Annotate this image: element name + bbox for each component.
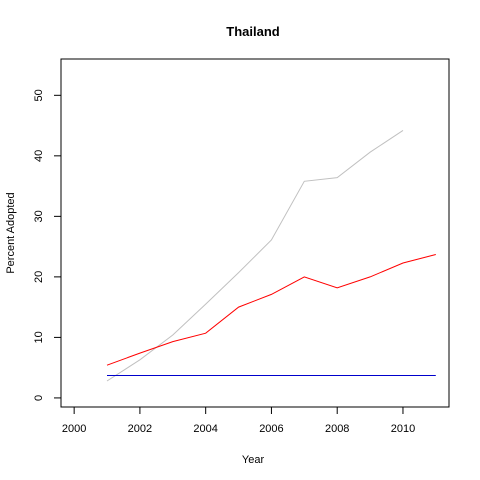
series-line-1 <box>106 129 404 382</box>
y-tick-label: 50 <box>33 89 45 101</box>
y-tick-label: 10 <box>33 331 45 343</box>
y-axis: 0 10 20 30 40 50 <box>33 89 62 401</box>
plot-frame <box>60 58 450 408</box>
y-tick-label: 0 <box>33 395 45 401</box>
x-tick-label: 2008 <box>325 423 349 435</box>
y-axis-label: Percent Adopted <box>5 192 17 273</box>
x-tick-label: 2006 <box>259 423 283 435</box>
x-tick-label: 2010 <box>391 423 415 435</box>
y-tick-label: 40 <box>33 150 45 162</box>
chart-title: Thailand <box>226 24 280 39</box>
x-axis-label: Year <box>242 454 265 466</box>
x-tick-label: 2000 <box>62 423 86 435</box>
x-axis: 2000 2002 2004 2006 2008 2010 <box>62 406 415 435</box>
y-tick-label: 30 <box>33 210 45 222</box>
series-line-2 <box>106 254 436 366</box>
y-tick-label: 20 <box>33 271 45 283</box>
x-tick-label: 2004 <box>193 423 217 435</box>
x-tick-label: 2002 <box>128 423 152 435</box>
series-layer <box>106 129 436 382</box>
